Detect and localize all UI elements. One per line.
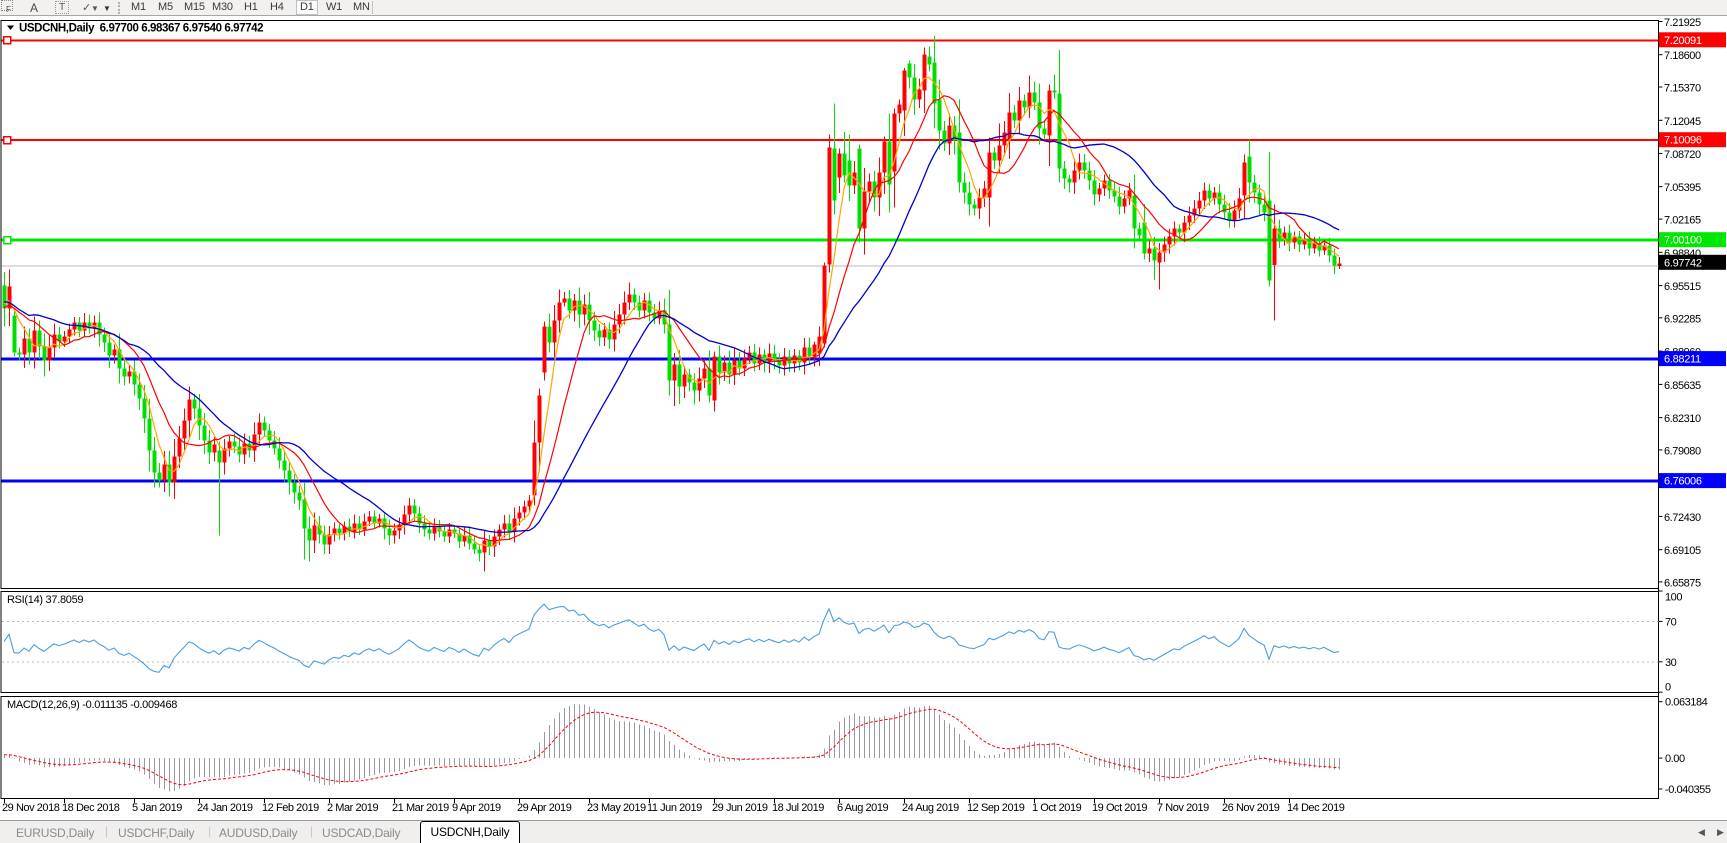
svg-text:6.65875: 6.65875 xyxy=(1664,577,1701,589)
svg-text:-0.040355: -0.040355 xyxy=(1665,784,1711,796)
svg-text:23 May 2019: 23 May 2019 xyxy=(587,802,646,814)
svg-text:6.76006: 6.76006 xyxy=(1664,476,1702,488)
svg-text:6.79080: 6.79080 xyxy=(1664,445,1701,457)
svg-text:7.02165: 7.02165 xyxy=(1664,215,1701,227)
svg-text:21 Mar 2019: 21 Mar 2019 xyxy=(392,802,449,814)
svg-text:7.21925: 7.21925 xyxy=(1664,17,1701,29)
svg-text:18 Jul 2019: 18 Jul 2019 xyxy=(772,802,824,814)
svg-text:26 Nov 2019: 26 Nov 2019 xyxy=(1222,802,1280,814)
svg-text:7.10096: 7.10096 xyxy=(1664,135,1702,147)
svg-text:6.72430: 6.72430 xyxy=(1664,512,1701,524)
svg-text:USDCNH,Daily 6.97700 6.98367: USDCNH,Daily 6.97700 6.98367 6.97540 6.9… xyxy=(19,23,263,35)
svg-text:7.15370: 7.15370 xyxy=(1664,83,1701,95)
svg-text:29 Nov 2018: 29 Nov 2018 xyxy=(2,802,60,814)
svg-text:12 Sep 2019: 12 Sep 2019 xyxy=(967,802,1025,814)
svg-text:19 Oct 2019: 19 Oct 2019 xyxy=(1092,802,1147,814)
svg-text:7.12045: 7.12045 xyxy=(1664,116,1701,128)
svg-text:24 Aug 2019: 24 Aug 2019 xyxy=(902,802,959,814)
svg-text:0: 0 xyxy=(1665,682,1671,694)
svg-text:18 Dec 2018: 18 Dec 2018 xyxy=(62,802,120,814)
svg-text:6.88211: 6.88211 xyxy=(1664,354,1701,366)
svg-text:1 Oct 2019: 1 Oct 2019 xyxy=(1032,802,1082,814)
svg-text:6.82310: 6.82310 xyxy=(1664,413,1701,425)
svg-text:12 Feb 2019: 12 Feb 2019 xyxy=(262,802,319,814)
svg-text:7.00100: 7.00100 xyxy=(1664,235,1702,247)
svg-text:7 Nov 2019: 7 Nov 2019 xyxy=(1157,802,1209,814)
svg-text:11 Jun 2019: 11 Jun 2019 xyxy=(647,802,702,814)
svg-text:6.85635: 6.85635 xyxy=(1664,380,1701,392)
svg-text:6.92285: 6.92285 xyxy=(1664,313,1701,325)
svg-text:0.00: 0.00 xyxy=(1665,753,1685,765)
svg-text:5 Jan 2019: 5 Jan 2019 xyxy=(132,802,182,814)
svg-text:29 Jun 2019: 29 Jun 2019 xyxy=(712,802,768,814)
svg-text:7.08720: 7.08720 xyxy=(1664,149,1701,161)
svg-text:2 Mar 2019: 2 Mar 2019 xyxy=(327,802,378,814)
svg-text:9 Apr 2019: 9 Apr 2019 xyxy=(452,802,501,814)
svg-text:6.97742: 6.97742 xyxy=(1664,257,1702,269)
svg-text:30: 30 xyxy=(1665,657,1677,669)
svg-text:7.05395: 7.05395 xyxy=(1664,182,1701,194)
svg-text:100: 100 xyxy=(1665,592,1682,604)
svg-text:14 Dec 2019: 14 Dec 2019 xyxy=(1287,802,1345,814)
svg-text:6.69105: 6.69105 xyxy=(1664,545,1701,557)
svg-text:0.063184: 0.063184 xyxy=(1665,697,1708,709)
svg-text:RSI(14) 37.8059: RSI(14) 37.8059 xyxy=(7,594,83,606)
svg-text:6 Aug 2019: 6 Aug 2019 xyxy=(837,802,888,814)
svg-text:MACD(12,26,9) -0.011135 -0.009: MACD(12,26,9) -0.011135 -0.009468 xyxy=(7,699,177,711)
svg-text:7.18600: 7.18600 xyxy=(1664,50,1701,62)
svg-text:24 Jan 2019: 24 Jan 2019 xyxy=(197,802,253,814)
svg-text:6.95515: 6.95515 xyxy=(1664,281,1701,293)
svg-text:70: 70 xyxy=(1665,616,1677,628)
svg-text:29 Apr 2019: 29 Apr 2019 xyxy=(517,802,572,814)
svg-text:7.20091: 7.20091 xyxy=(1664,35,1702,47)
